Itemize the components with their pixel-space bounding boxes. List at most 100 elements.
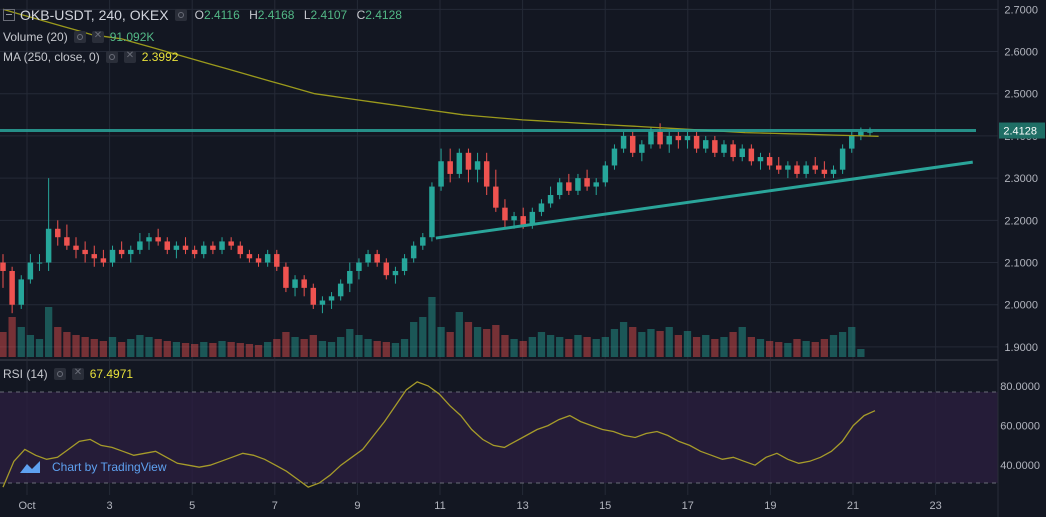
candle-body xyxy=(666,135,672,145)
trend-line[interactable] xyxy=(435,160,973,240)
volume-bar xyxy=(583,337,591,357)
candle-body xyxy=(730,144,736,158)
close-icon[interactable] xyxy=(91,30,104,43)
candle-body xyxy=(839,148,846,170)
volume-bar xyxy=(400,339,409,357)
volume-bar xyxy=(702,335,710,357)
candle-body xyxy=(118,249,125,255)
candle-body xyxy=(794,165,800,174)
candle-body xyxy=(602,165,609,183)
candle-body xyxy=(766,157,773,166)
volume-bar xyxy=(26,335,35,357)
eye-icon[interactable] xyxy=(53,368,66,380)
candlesticks xyxy=(0,123,873,314)
volume-bar xyxy=(601,337,609,357)
candle-body xyxy=(593,182,599,187)
candle-body xyxy=(27,262,34,280)
volume-bar xyxy=(528,337,536,357)
candle-body xyxy=(347,270,353,284)
volume-bar xyxy=(437,327,445,357)
price-tick-label: 2.7000 xyxy=(1004,4,1038,16)
eye-icon[interactable] xyxy=(73,31,86,43)
candle-body xyxy=(9,270,15,305)
collapse-icon[interactable] xyxy=(3,9,15,21)
close-icon[interactable] xyxy=(71,367,84,380)
candle-body xyxy=(812,165,818,170)
ma-label: MA (250, close, 0) xyxy=(3,50,100,64)
time-tick-label: 21 xyxy=(847,500,859,512)
price-tick-label: 1.9000 xyxy=(1004,342,1038,354)
volume-bar xyxy=(218,341,226,357)
candle-body xyxy=(264,254,271,263)
time-tick-label: 19 xyxy=(764,500,776,512)
volume-bar xyxy=(455,312,463,357)
candle-body xyxy=(538,203,545,212)
candle-body xyxy=(639,144,645,153)
volume-bar xyxy=(556,337,564,357)
volume-value: 91.092K xyxy=(109,30,155,44)
ohlc-values: O2.4116 H2.4168 L2.4107 C2.4128 xyxy=(194,8,402,22)
candle-body xyxy=(191,249,198,255)
volume-bar xyxy=(154,339,162,357)
close-icon[interactable] xyxy=(123,50,136,63)
candle-body xyxy=(648,131,654,145)
volume-bar xyxy=(17,327,25,357)
candle-body xyxy=(310,287,317,305)
volume-bar xyxy=(410,322,418,357)
volume-bar xyxy=(848,327,856,357)
volume-bar xyxy=(565,339,573,357)
volume-bar xyxy=(765,341,774,357)
volume-bar xyxy=(364,339,372,357)
candle-body xyxy=(721,144,727,153)
candle-body xyxy=(620,135,627,149)
candle-body xyxy=(502,207,508,221)
rsi-axis: 80.0000 60.0000 40.0000 xyxy=(1000,381,1040,472)
volume-bar xyxy=(8,317,16,357)
rsi-label: RSI (14) xyxy=(3,367,48,381)
volume-bar xyxy=(273,339,281,357)
volume-bar xyxy=(720,337,728,357)
eye-icon[interactable] xyxy=(105,51,118,63)
price-tick-label: 2.3000 xyxy=(1004,173,1038,185)
candle-body xyxy=(82,249,88,255)
volume-bar xyxy=(756,339,765,357)
volume-bar xyxy=(145,337,153,357)
volume-bar xyxy=(108,337,117,357)
rsi-line xyxy=(2,381,876,488)
eye-icon[interactable] xyxy=(174,9,187,21)
candle-body xyxy=(420,237,426,246)
candle-body xyxy=(64,237,70,246)
candle-body xyxy=(383,262,390,276)
price-axis[interactable]: 2.70002.60002.50002.40002.30002.20002.10… xyxy=(1004,4,1038,354)
volume-bar xyxy=(446,332,454,357)
low-value: 2.4107 xyxy=(310,8,348,22)
tradingview-watermark[interactable]: Chart by TradingView xyxy=(18,459,167,475)
candle-body xyxy=(410,245,417,259)
time-tick-label: 9 xyxy=(354,500,360,512)
candle-body xyxy=(36,262,43,264)
volume-bar xyxy=(245,344,254,357)
volume-bar xyxy=(318,341,327,357)
candle-body xyxy=(830,169,837,174)
close-value: 2.4128 xyxy=(365,8,402,22)
candle-body xyxy=(858,131,864,136)
candle-body xyxy=(675,135,682,141)
volume-bar xyxy=(692,337,701,357)
volume-bar xyxy=(638,332,646,357)
rsi-value: 67.4971 xyxy=(89,367,134,381)
candle-body xyxy=(137,241,143,250)
volume-bar xyxy=(373,341,381,357)
rsi-tick-label: 60.0000 xyxy=(1000,421,1040,433)
time-axis[interactable]: Oct 3 5 7 9 11 13 15 17 19 21 23 xyxy=(18,500,941,512)
volume-bar xyxy=(181,343,190,357)
volume-bar xyxy=(483,329,491,357)
candle-body xyxy=(693,135,700,149)
time-tick-label: 13 xyxy=(516,500,528,512)
volume-bar xyxy=(629,327,637,357)
candle-body xyxy=(401,258,408,271)
candle-body xyxy=(556,182,563,196)
candle-body xyxy=(356,262,362,271)
volume-bar xyxy=(683,331,692,357)
candle-body xyxy=(173,245,180,250)
